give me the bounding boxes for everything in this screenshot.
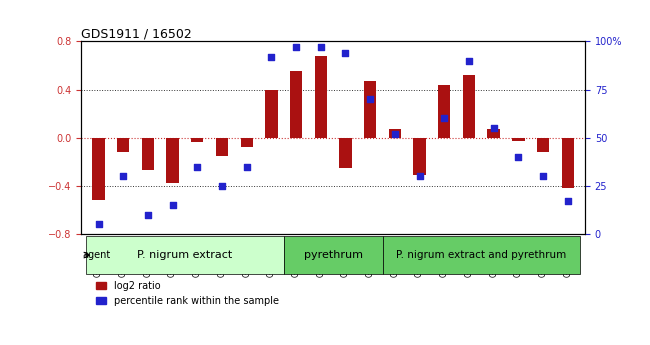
Point [316, 45, 326, 50]
Point [192, 164, 203, 169]
Legend: log2 ratio, percentile rank within the sample: log2 ratio, percentile rank within the s… [96, 281, 279, 306]
Bar [562, 138, 574, 188]
Bar [537, 138, 549, 152]
FancyBboxPatch shape [382, 236, 580, 274]
Bar [191, 138, 203, 142]
Point [463, 58, 474, 63]
Bar [339, 138, 352, 168]
Point [488, 125, 499, 131]
Bar [512, 138, 525, 141]
Point [118, 174, 129, 179]
FancyBboxPatch shape [284, 236, 382, 274]
Point [168, 202, 178, 208]
Bar [389, 129, 401, 138]
Bar [216, 138, 228, 156]
Text: P. nigrum extract and pyrethrum: P. nigrum extract and pyrethrum [396, 250, 566, 260]
Point [266, 54, 277, 60]
Text: pyrethrum: pyrethrum [304, 250, 363, 260]
Point [538, 174, 548, 179]
Point [389, 131, 400, 137]
Bar [438, 85, 450, 138]
Text: P. nigrum extract: P. nigrum extract [137, 250, 233, 260]
Bar [166, 138, 179, 184]
Text: GDS1911 / 16502: GDS1911 / 16502 [81, 27, 192, 40]
Point [291, 45, 302, 50]
Point [242, 164, 252, 169]
Point [439, 116, 449, 121]
Point [143, 212, 153, 217]
Point [414, 174, 424, 179]
Bar [92, 138, 105, 200]
FancyBboxPatch shape [86, 236, 284, 274]
Point [94, 221, 104, 227]
Text: agent: agent [83, 250, 110, 260]
Bar [463, 75, 475, 138]
Point [217, 183, 228, 188]
Point [365, 96, 375, 102]
Bar [117, 138, 129, 152]
Bar [315, 56, 327, 138]
Bar [413, 138, 426, 175]
Point [340, 50, 350, 56]
Bar [142, 138, 154, 170]
Bar [265, 89, 278, 138]
Point [562, 198, 573, 204]
Point [513, 154, 523, 160]
Bar [240, 138, 253, 147]
Bar [290, 71, 302, 138]
Bar [364, 81, 376, 138]
Bar [488, 129, 500, 138]
